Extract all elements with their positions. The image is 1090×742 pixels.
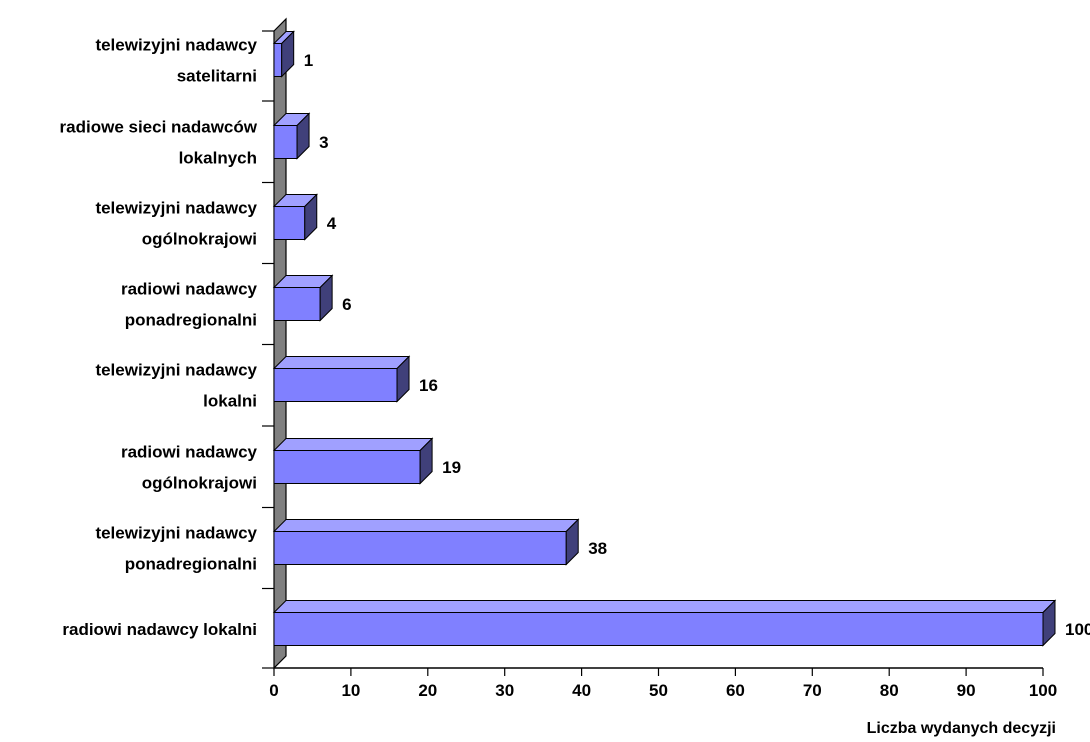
bar — [273, 612, 1044, 646]
bar-end-face — [296, 112, 310, 160]
labels-group: 0 10 20 30 40 50 60 70 80 90 100 Liczba wydanych de… — [60, 36, 1090, 738]
category-label-line: satelitarni — [177, 67, 257, 86]
category-label-line: lokalnych — [179, 149, 257, 168]
x-tick-label: 10 — [341, 681, 360, 700]
bar — [273, 531, 567, 565]
category-label: radiowe sieci nadawców lokalnych — [60, 118, 258, 168]
bar-end-face — [565, 518, 579, 566]
data-label: 19 — [442, 458, 461, 477]
bar — [273, 287, 321, 321]
category-label: radiowi nadawcy lokalni — [62, 620, 257, 639]
category-label-line: telewizyjni nadawcy — [95, 524, 257, 543]
data-label: 3 — [319, 133, 328, 152]
x-tick-label: 60 — [726, 681, 745, 700]
bar — [273, 368, 398, 402]
category-label: radiowi nadawcy ogólnokrajowi — [121, 443, 258, 493]
bar — [273, 206, 306, 240]
category-label-line: ponadregionalni — [125, 555, 257, 574]
category-label-line: ponadregionalni — [125, 311, 257, 330]
bar — [273, 450, 421, 484]
x-tick-label: 20 — [418, 681, 437, 700]
bar-end-face — [419, 437, 433, 485]
data-label: 16 — [419, 376, 438, 395]
bar-end-face — [281, 30, 295, 78]
x-tick-label: 100 — [1029, 681, 1057, 700]
category-label-line: radiowi nadawcy lokalni — [62, 620, 257, 639]
category-label-line: ogólnokrajowi — [142, 474, 257, 493]
category-label-line: lokalni — [203, 392, 257, 411]
bar — [273, 43, 283, 77]
category-label-line: telewizyjni nadawcy — [95, 36, 257, 55]
category-label-line: radiowe sieci nadawców — [60, 118, 258, 137]
bar-end-face — [304, 193, 318, 241]
bar-top-face — [272, 600, 1057, 613]
x-axis-title: Liczba wydanych decyzji — [867, 720, 1056, 737]
category-label-line: telewizyjni nadawcy — [95, 361, 257, 380]
category-label-line: radiowi nadawcy — [121, 280, 258, 299]
bars-group — [272, 30, 1057, 647]
x-tick-label: 70 — [803, 681, 822, 700]
axes-group — [262, 30, 1044, 676]
category-label: radiowi nadawcy ponadregionalni — [121, 280, 258, 330]
category-label-line: telewizyjni nadawcy — [95, 199, 257, 218]
x-tick-label: 90 — [957, 681, 976, 700]
data-label: 6 — [342, 295, 351, 314]
category-label: telewizyjni nadawcy ponadregionalni — [95, 524, 257, 574]
x-tick-label: 0 — [269, 681, 278, 700]
bar-end-face — [396, 355, 410, 403]
x-tick-label: 30 — [495, 681, 514, 700]
data-label: 100 — [1065, 620, 1090, 639]
category-label-line: radiowi nadawcy — [121, 443, 258, 462]
data-label: 38 — [588, 539, 607, 558]
x-tick-label: 50 — [649, 681, 668, 700]
x-tick-label: 80 — [880, 681, 899, 700]
category-label-line: ogólnokrajowi — [142, 230, 257, 249]
bar-end-face — [319, 274, 333, 322]
data-label: 4 — [327, 214, 337, 233]
data-label: 1 — [304, 51, 313, 70]
bar-top-face — [272, 438, 434, 451]
bar-top-face — [272, 356, 411, 369]
bar-end-face — [1042, 599, 1056, 647]
category-label: telewizyjni nadawcy ogólnokrajowi — [95, 199, 257, 249]
bar — [273, 125, 298, 159]
bar-top-face — [272, 519, 580, 532]
category-label: telewizyjni nadawcy lokalni — [95, 361, 257, 411]
category-label: telewizyjni nadawcy satelitarni — [95, 36, 257, 86]
x-tick-label: 40 — [572, 681, 591, 700]
